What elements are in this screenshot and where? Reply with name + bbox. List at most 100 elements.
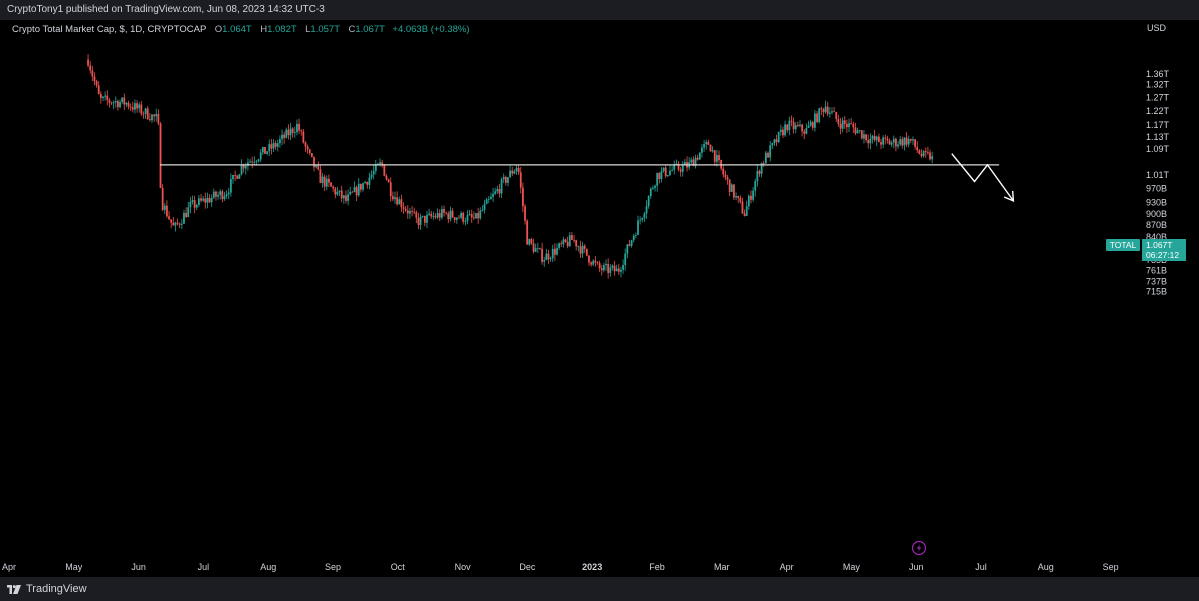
candle-body [389,182,392,197]
price-tag-symbol-bg [1106,239,1140,251]
candle-body [745,206,748,216]
candle-body [622,265,624,270]
candle-body [679,169,682,172]
candle-body [455,217,458,220]
price-tag-value-bg [1142,239,1186,261]
candles-layer [87,54,934,279]
y-tick-label: 1.32T [1146,79,1170,89]
candle-body [272,143,275,149]
candle-body [701,147,703,153]
y-tick-label: 1.09T [1146,144,1170,154]
candle-body [426,214,428,223]
candle-body [281,134,283,140]
candle-body [858,130,861,132]
candle-body [268,144,271,152]
candle-body [453,217,456,220]
time-axis[interactable]: Apr May Jun Jul Aug Sep Oct Nov Dec 2023 Feb Mar Apr… [2,562,1119,572]
tradingview-logo-icon[interactable] [7,584,21,594]
candle-body [737,196,740,198]
candle-body [799,124,801,127]
candle-body [334,188,337,195]
y-tick-label: 840B [1146,232,1167,242]
candle-body [515,167,518,171]
candle-body [440,208,443,218]
candle-body [822,109,825,113]
candle-body [532,243,535,252]
candle-body [796,125,799,127]
candle-body [166,205,168,217]
publisher-bar: CryptoTony1 published on TradingView.com… [0,0,1199,20]
candle-body [831,111,833,113]
candle-body [611,265,614,268]
candle-body [575,240,578,247]
candle-body [690,159,693,163]
lightning-icon[interactable] [911,540,927,556]
candle-body [507,177,509,183]
candle-body [534,248,537,252]
candle-body [673,164,676,170]
candle-body [310,153,313,157]
y-tick-label: 1.17T [1146,120,1170,130]
candle-body [607,264,610,273]
publisher-text: CryptoTony1 published on TradingView.com… [7,4,325,15]
candle-body [227,192,230,195]
candle-body [436,212,439,218]
x-tick-label: Jun [909,562,924,572]
candle-body [159,123,162,188]
candle-body [411,210,413,212]
candle-body [119,102,121,108]
candle-body [232,174,234,180]
candle-body [845,123,848,128]
candle-body [430,213,433,217]
candle-body [178,223,181,225]
currency-label[interactable]: USD [1147,23,1167,33]
candle-body [106,95,109,100]
projection-arrow[interactable] [951,153,1014,202]
candle-body [524,206,526,221]
candle-body [694,157,697,167]
candle-body [886,138,889,141]
candle-body [841,120,844,129]
candle-body [828,112,831,114]
candle-body [276,143,279,147]
candle-body [924,151,927,153]
x-tick-label: Feb [649,562,665,572]
candle-body [615,268,618,272]
candle-body [907,138,910,145]
candle-body [637,220,639,235]
candle-body [251,161,254,163]
footer-brand[interactable]: TradingView [26,583,87,595]
y-tick-label: 1.27T [1146,92,1170,102]
y-tick-label: 1.01T [1146,170,1170,180]
symbol-legend[interactable]: Crypto Total Market Cap, $, 1D, CRYPTOCA… [12,24,470,35]
candle-body [464,221,467,223]
change-value: +4.063B (+0.38%) [392,24,470,35]
candle-body [918,150,921,154]
candle-body [381,162,384,165]
candle-body [652,187,654,189]
candle-body [287,129,290,136]
candle-body [353,187,356,192]
y-tick-label: 737B [1146,276,1167,286]
candle-body [308,149,311,154]
candle-body [470,214,473,218]
candle-body [87,59,89,66]
candle-body [794,125,797,130]
candle-body [873,135,876,141]
candle-body [249,161,251,163]
candle-body [897,144,899,147]
candle-body [253,161,256,163]
y-tick-label: 715B [1146,287,1167,297]
high-value: 1.082T [267,24,297,35]
candle-body [850,123,853,125]
candle-body [571,235,573,240]
candle-body [588,255,590,263]
candle-body [551,248,554,259]
candle-body [707,141,710,145]
candle-body [888,140,891,145]
candle-body [754,181,757,191]
candle-body [666,175,669,177]
candle-body [174,222,177,226]
